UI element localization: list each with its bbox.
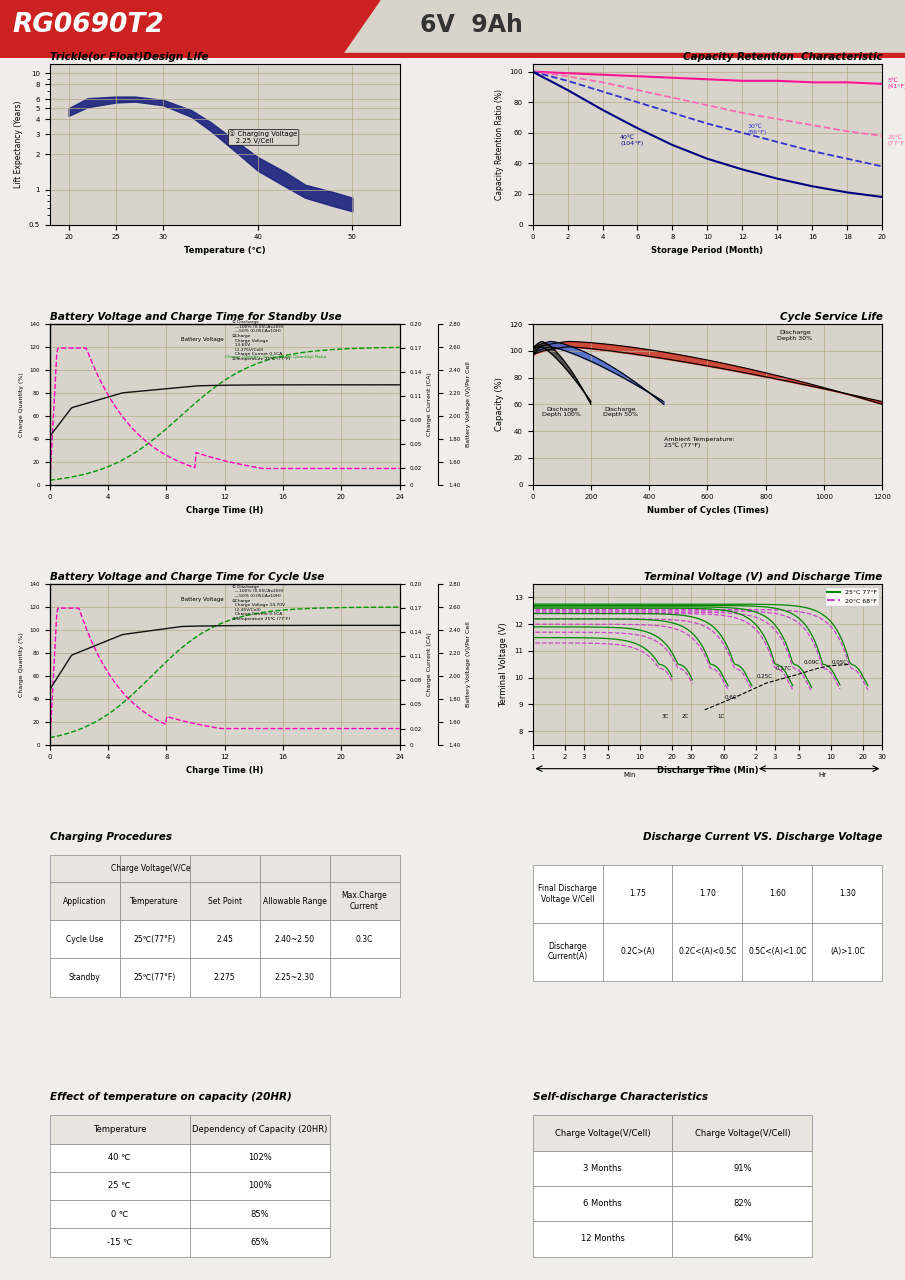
Text: ① Discharge
  —100% (0.05CAx20H)
  —50% (0.05CAx10H)
②Charge
  Charge Voltage
  : ① Discharge —100% (0.05CAx20H) —50% (0.0… — [232, 320, 291, 361]
Text: 25℃
(77°F): 25℃ (77°F) — [888, 134, 905, 146]
X-axis label: Charge Time (H): Charge Time (H) — [186, 506, 263, 515]
Y-axis label: Charge Quantity (%): Charge Quantity (%) — [19, 372, 24, 436]
Text: Battery Voltage: Battery Voltage — [181, 598, 224, 603]
X-axis label: Storage Period (Month): Storage Period (Month) — [652, 246, 764, 255]
Legend: 25°C 77°F, 20°C 68°F: 25°C 77°F, 20°C 68°F — [824, 588, 880, 605]
Text: 0.25C: 0.25C — [757, 673, 773, 678]
X-axis label: Charge Time (H): Charge Time (H) — [186, 765, 263, 774]
Text: Charging Procedures: Charging Procedures — [50, 832, 172, 842]
Text: 40℃
(104°F): 40℃ (104°F) — [620, 134, 643, 146]
Y-axis label: Charge Current (CA): Charge Current (CA) — [427, 372, 432, 436]
Text: 6V  9Ah: 6V 9Ah — [420, 13, 523, 37]
Text: Cycle Service Life: Cycle Service Life — [779, 312, 882, 321]
Text: 0.17C: 0.17C — [776, 666, 791, 671]
Text: Charge Quantity (to-Discharge Quantity) Ratio: Charge Quantity (to-Discharge Quantity) … — [224, 356, 326, 360]
Text: Self-discharge Characteristics: Self-discharge Characteristics — [532, 1092, 708, 1102]
Text: 3C: 3C — [662, 714, 669, 719]
Text: ① Charging Voltage
   2.25 V/Cell: ① Charging Voltage 2.25 V/Cell — [230, 131, 298, 145]
X-axis label: Discharge Time (Min): Discharge Time (Min) — [657, 765, 758, 774]
Y-axis label: Charge Current (CA): Charge Current (CA) — [427, 632, 432, 696]
Text: Battery Voltage and Charge Time for Cycle Use: Battery Voltage and Charge Time for Cycl… — [50, 572, 324, 582]
Text: ① Discharge
  —100% (0.05CAx20H)
  —50% (0.05CAx10H)
②Charge
  Charge Voltage 14: ① Discharge —100% (0.05CAx20H) —50% (0.0… — [232, 585, 291, 621]
Text: Discharge
Depth 30%: Discharge Depth 30% — [777, 330, 813, 340]
Text: Battery Voltage: Battery Voltage — [181, 337, 224, 342]
Text: 30℃
(86°F): 30℃ (86°F) — [748, 124, 767, 136]
Polygon shape — [0, 0, 380, 58]
Text: RG0690T2: RG0690T2 — [12, 13, 164, 38]
Text: 0.05C: 0.05C — [832, 660, 848, 666]
Text: Battery Voltage and Charge Time for Standby Use: Battery Voltage and Charge Time for Stan… — [50, 312, 341, 321]
Text: Discharge
Depth 50%: Discharge Depth 50% — [603, 407, 637, 417]
Y-axis label: Lift Expectancy (Years): Lift Expectancy (Years) — [14, 101, 24, 188]
Y-axis label: Capacity (%): Capacity (%) — [495, 378, 504, 431]
Text: 2C: 2C — [682, 714, 690, 719]
Text: Capacity Retention  Characteristic: Capacity Retention Characteristic — [682, 51, 882, 61]
Y-axis label: Battery Voltage (V)/Per Cell: Battery Voltage (V)/Per Cell — [466, 622, 471, 707]
Polygon shape — [340, 0, 905, 58]
X-axis label: Temperature (℃): Temperature (℃) — [184, 246, 265, 255]
Text: Trickle(or Float)Design Life: Trickle(or Float)Design Life — [50, 51, 208, 61]
Text: 5℃
(41°F): 5℃ (41°F) — [888, 78, 905, 90]
Text: Discharge
Depth 100%: Discharge Depth 100% — [542, 407, 581, 417]
Text: Discharge Current VS. Discharge Voltage: Discharge Current VS. Discharge Voltage — [643, 832, 882, 842]
Text: 1C: 1C — [718, 714, 725, 719]
Text: 0.6C: 0.6C — [725, 695, 737, 700]
Y-axis label: Charge Quantity (%): Charge Quantity (%) — [19, 632, 24, 696]
Y-axis label: Terminal Voltage (V): Terminal Voltage (V) — [500, 622, 509, 707]
Text: Effect of temperature on capacity (20HR): Effect of temperature on capacity (20HR) — [50, 1092, 291, 1102]
X-axis label: Number of Cycles (Times): Number of Cycles (Times) — [646, 506, 768, 515]
Polygon shape — [0, 52, 905, 58]
Text: Terminal Voltage (V) and Discharge Time: Terminal Voltage (V) and Discharge Time — [644, 572, 882, 582]
Text: Hr: Hr — [818, 772, 826, 778]
Text: Min: Min — [624, 772, 636, 778]
Text: 0.09C: 0.09C — [804, 660, 820, 666]
Y-axis label: Capacity Retention Ratio (%): Capacity Retention Ratio (%) — [495, 88, 504, 200]
Y-axis label: Battery Voltage (V)/Per Cell: Battery Voltage (V)/Per Cell — [466, 361, 471, 447]
Text: Ambient Temperature:
25℃ (77°F): Ambient Temperature: 25℃ (77°F) — [663, 436, 735, 448]
